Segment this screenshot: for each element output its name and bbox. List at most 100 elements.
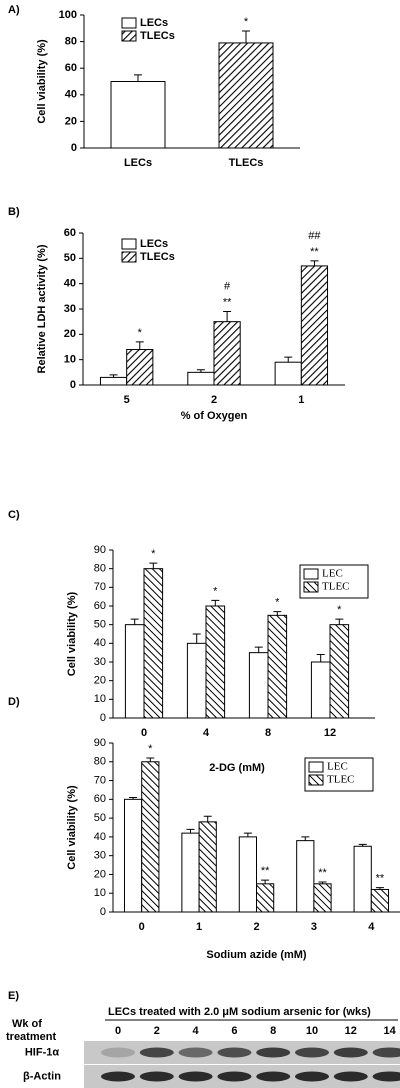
y-tick-label: 30	[94, 850, 106, 862]
bar	[329, 624, 350, 719]
error-bar	[335, 618, 344, 625]
blot-band	[256, 1047, 291, 1058]
x-tick-label: 0	[141, 727, 147, 739]
y-tick-label: 0	[70, 379, 76, 391]
error-bar	[243, 832, 252, 837]
legend-swatch	[308, 774, 324, 786]
panel-label: D)	[8, 696, 20, 708]
blot-band	[101, 1071, 135, 1082]
legend-swatch	[308, 761, 324, 773]
x-tick-label: 5	[124, 394, 130, 406]
error-bar	[134, 74, 142, 82]
legend-swatch	[121, 30, 137, 42]
x-axis-label: % of Oxygen	[181, 410, 248, 422]
significance-mark: #	[224, 280, 231, 292]
blot-band	[178, 1071, 213, 1082]
x-tick-label: 8	[265, 727, 271, 739]
bar	[186, 642, 207, 719]
significance-mark: *	[138, 327, 143, 339]
bar	[313, 883, 332, 913]
blot-title: LECs treated with 2.0 μM sodium arsenic …	[108, 1006, 371, 1018]
x-axis-label: 2-DG (mM)	[209, 762, 265, 774]
y-tick-label: 0	[100, 712, 106, 724]
x-tick-label: TLECs	[229, 157, 264, 169]
x-tick-label: 12	[324, 727, 336, 739]
bar	[181, 832, 200, 913]
significance-mark: **	[223, 296, 232, 308]
blot-band	[372, 1047, 400, 1058]
blot-band	[178, 1047, 213, 1058]
panel-label: B)	[8, 206, 20, 218]
bar	[123, 798, 143, 913]
bar	[353, 845, 372, 913]
x-tick-label: 3	[311, 921, 317, 933]
x-tick-label: 1	[298, 394, 304, 406]
significance-mark: *	[213, 585, 218, 597]
significance-mark: **	[261, 865, 270, 877]
error-bar	[192, 633, 201, 644]
y-tick-label: 10	[94, 887, 106, 899]
bar	[274, 361, 302, 386]
x-tick-label: LECs	[124, 157, 152, 169]
legend-label: LECs	[140, 238, 168, 250]
y-tick-label: 0	[100, 906, 106, 918]
x-tick-label: 4	[203, 727, 210, 739]
significance-mark: **	[310, 246, 319, 258]
error-bar	[254, 646, 263, 653]
blot-band	[372, 1071, 400, 1082]
lane-label: 0	[115, 1025, 121, 1037]
y-axis-label: Cell viability (%)	[66, 785, 78, 870]
blot-band	[217, 1047, 252, 1058]
panel-label: E)	[8, 990, 19, 1002]
bar	[370, 888, 390, 913]
bar	[99, 376, 128, 386]
legend-label: TLEC	[327, 774, 355, 786]
error-bar	[135, 341, 144, 350]
legend-swatch	[303, 568, 319, 580]
blot-band	[256, 1071, 291, 1082]
x-tick-label: 4	[368, 921, 375, 933]
bar	[238, 836, 257, 913]
y-tick-label: 30	[94, 656, 106, 668]
row-label: HIF-1α	[25, 1046, 60, 1058]
significance-mark: *	[151, 548, 156, 560]
y-tick-label: 50	[94, 812, 106, 824]
lane-label: 4	[193, 1025, 200, 1037]
y-tick-label: 90	[94, 544, 106, 556]
row-header: treatment	[6, 1031, 56, 1043]
y-tick-label: 80	[65, 36, 77, 48]
lane-label: 2	[154, 1025, 160, 1037]
blot-band	[333, 1071, 368, 1082]
significance-mark: *	[337, 604, 342, 616]
x-tick-label: 0	[139, 921, 145, 933]
significance-mark: *	[275, 597, 280, 609]
bar	[213, 321, 241, 386]
error-bar	[223, 311, 232, 322]
y-tick-label: 70	[94, 581, 106, 593]
lane-label: 8	[270, 1025, 276, 1037]
y-tick-label: 80	[94, 563, 106, 575]
error-bar	[284, 356, 293, 363]
bar	[218, 42, 274, 149]
bar	[124, 624, 145, 719]
error-bar	[301, 836, 310, 841]
error-bar	[211, 599, 220, 606]
error-bar	[130, 618, 139, 625]
y-tick-label: 0	[71, 142, 77, 154]
legend-label: TLECs	[140, 30, 175, 42]
legend-label: LECs	[140, 17, 168, 29]
significance-mark: *	[148, 743, 153, 755]
error-bar	[358, 843, 367, 847]
bar	[126, 349, 154, 386]
error-bar	[149, 562, 158, 569]
significance-mark: **	[318, 867, 327, 879]
legend-label: TLEC	[322, 581, 350, 593]
bar	[296, 840, 315, 913]
x-tick-label: 2	[253, 921, 259, 933]
blot-band	[333, 1047, 368, 1058]
x-tick-label: 1	[196, 921, 202, 933]
error-bar	[375, 887, 384, 890]
error-bar	[146, 757, 155, 762]
legend-swatch	[121, 238, 137, 250]
y-tick-label: 90	[94, 737, 106, 749]
